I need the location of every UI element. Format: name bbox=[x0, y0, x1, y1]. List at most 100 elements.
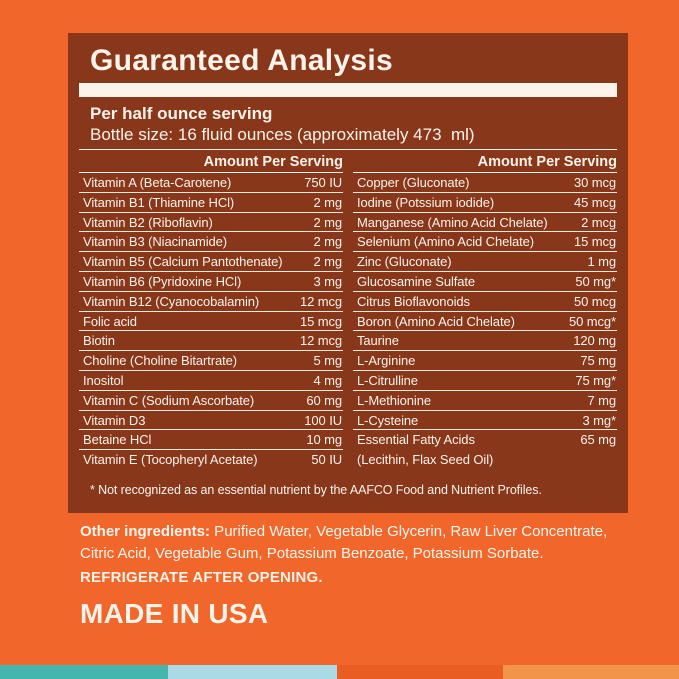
nutrient-row: Vitamin B2 (Riboflavin) 2 mg bbox=[79, 213, 343, 233]
nutrient-row: Vitamin B5 (Calcium Pantothenate) 2 mg bbox=[79, 252, 343, 272]
nutrient-name: Vitamin B5 (Calcium Pantothenate) bbox=[83, 254, 283, 270]
other-ingredients: Other ingredients: Purified Water, Veget… bbox=[80, 521, 610, 565]
nutrient-name: Vitamin B1 (Thiamine HCl) bbox=[83, 194, 235, 210]
nutrient-name: L-Cysteine bbox=[357, 412, 419, 428]
nutrient-name: Vitamin B3 (Niacinamide) bbox=[83, 234, 228, 250]
nutrient-row: L-Citrulline 75 mg* bbox=[353, 371, 617, 391]
nutrient-row: Vitamin D3 100 IU bbox=[79, 411, 343, 431]
nutrient-rows-right: Copper (Gluconate) 30 mcg Iodine (Potssium… bbox=[353, 173, 617, 470]
nutrient-row: Copper (Gluconate) 30 mcg bbox=[353, 173, 617, 193]
nutrient-rows-left: Vitamin A (Beta-Carotene) 750 IU Vitamin B… bbox=[79, 173, 343, 470]
nutrient-row: Folic acid 15 mcg bbox=[79, 312, 343, 332]
nutrient-name: Zinc (Gluconate) bbox=[357, 254, 452, 270]
nutrient-row: Vitamin E (Tocopheryl Acetate) 50 IU bbox=[79, 450, 343, 470]
nutrient-amount: 75 mg bbox=[580, 353, 616, 369]
nutrient-name: Inositol bbox=[83, 372, 124, 388]
nutrient-row: Vitamin B1 (Thiamine HCl) 2 mg bbox=[79, 193, 343, 213]
other-ingredients-label: Other ingredients: bbox=[80, 523, 211, 540]
nutrient-amount: 15 mcg bbox=[573, 234, 616, 250]
nutrient-name: Iodine (Potssium iodide) bbox=[357, 194, 495, 210]
nutrient-name: L-Arginine bbox=[357, 353, 416, 369]
strip-segment-teal bbox=[0, 665, 168, 679]
nutrient-row: Manganese (Amino Acid Chelate) 2 mcg bbox=[353, 213, 617, 233]
nutrient-name: Glucosamine Sulfate bbox=[357, 273, 476, 289]
nutrient-column-right: Amount Per Serving Copper (Gluconate) 30 … bbox=[353, 150, 617, 470]
nutrient-name: Boron (Amino Acid Chelate) bbox=[357, 313, 515, 329]
strip-segment-light-blue bbox=[168, 665, 337, 679]
nutrient-amount: 100 IU bbox=[304, 412, 342, 428]
serving-size-line: Per half ounce serving bbox=[90, 104, 273, 123]
nutrient-row: Vitamin C (Sodium Ascorbate) 60 mg bbox=[79, 391, 343, 411]
nutrient-name: Copper (Gluconate) bbox=[357, 175, 470, 190]
nutrient-amount: 2 mg bbox=[313, 214, 342, 230]
nutrient-row: Inositol 4 mg bbox=[79, 371, 343, 391]
nutrient-name: Vitamin B12 (Cyanocobalamin) bbox=[83, 293, 260, 309]
nutrient-amount: 1 mg bbox=[587, 254, 616, 270]
nutrient-amount: 5 mg bbox=[313, 353, 342, 369]
amount-per-serving-header: Amount Per Serving bbox=[79, 150, 343, 173]
nutrient-amount: 15 mcg bbox=[299, 313, 342, 329]
strip-segment-orange bbox=[337, 665, 503, 679]
nutrient-amount: 2 mcg bbox=[581, 214, 616, 230]
nutrient-amount: 2 mg bbox=[313, 254, 342, 270]
nutrient-name: L-Methionine bbox=[357, 392, 431, 408]
nutrient-amount: 75 mg* bbox=[575, 372, 616, 388]
divider-bar bbox=[79, 83, 617, 97]
nutrient-amount: 2 mg bbox=[313, 234, 342, 250]
nutrient-name: Taurine bbox=[357, 333, 399, 349]
nutrient-name: Citrus Bioflavonoids bbox=[357, 293, 470, 309]
refrigerate-notice: REFRIGERATE AFTER OPENING. bbox=[80, 569, 323, 586]
nutrient-name: Manganese (Amino Acid Chelate) bbox=[357, 214, 548, 230]
nutrient-row: Vitamin B3 (Niacinamide) 2 mg bbox=[79, 232, 343, 253]
nutrient-name: Essential Fatty Acids (Lecithin, Flax See… bbox=[357, 432, 494, 468]
nutrient-name: Folic acid bbox=[83, 313, 137, 329]
amount-per-serving-header: Amount Per Serving bbox=[353, 150, 617, 173]
nutrient-column-left: Amount Per Serving Vitamin A (Beta-Carot… bbox=[79, 150, 343, 470]
nutrient-name: Choline (Choline Bitartrate) bbox=[83, 353, 237, 369]
nutrient-row: Zinc (Gluconate) 1 mg bbox=[353, 252, 617, 272]
nutrient-amount: 65 mg bbox=[580, 432, 616, 448]
nutrient-amount: 7 mg bbox=[587, 392, 616, 408]
nutrient-amount: 750 IU bbox=[304, 175, 342, 190]
bottle-size-line: Bottle size: 16 fluid ounces (approximat… bbox=[90, 125, 475, 144]
panel-title: Guaranteed Analysis bbox=[90, 44, 394, 77]
nutrient-amount: 50 mg* bbox=[575, 273, 616, 289]
nutrient-row: Selenium (Amino Acid Chelate) 15 mcg bbox=[353, 232, 617, 253]
nutrient-name: Biotin bbox=[83, 333, 115, 349]
nutrient-amount: 3 mg bbox=[313, 273, 342, 289]
nutrient-name: Vitamin B2 (Riboflavin) bbox=[83, 214, 213, 230]
nutrient-row: Vitamin B6 (Pyridoxine HCl) 3 mg bbox=[79, 272, 343, 292]
nutrient-amount: 12 mcg bbox=[299, 293, 342, 309]
nutrient-row: Vitamin A (Beta-Carotene) 750 IU bbox=[79, 173, 343, 193]
nutrient-amount: 60 mg bbox=[306, 392, 342, 408]
nutrient-name: L-Citrulline bbox=[357, 372, 418, 388]
nutrient-row: Iodine (Potssium iodide) 45 mcg bbox=[353, 193, 617, 213]
nutrient-name: Vitamin D3 bbox=[83, 412, 146, 428]
nutrient-name: Vitamin E (Tocopheryl Acetate) bbox=[83, 452, 258, 468]
nutrient-row: Taurine 120 mg bbox=[353, 331, 617, 352]
nutrient-amount: 30 mcg bbox=[573, 175, 616, 190]
nutrient-amount: 120 mg bbox=[573, 333, 616, 349]
nutrient-row: Boron (Amino Acid Chelate) 50 mcg* bbox=[353, 312, 617, 332]
nutrient-name: Selenium (Amino Acid Chelate) bbox=[357, 234, 535, 250]
strip-segment-light-orange bbox=[503, 665, 679, 679]
made-in-usa: MADE IN USA bbox=[80, 598, 269, 629]
nutrient-name: Vitamin C (Sodium Ascorbate) bbox=[83, 392, 255, 408]
bottom-color-strip bbox=[0, 665, 679, 679]
nutrient-table: Amount Per Serving Vitamin A (Beta-Carot… bbox=[79, 149, 617, 470]
nutrient-row: Choline (Choline Bitartrate) 5 mg bbox=[79, 351, 343, 371]
nutrient-amount: 10 mg bbox=[306, 432, 342, 448]
nutrient-name: Vitamin A (Beta-Carotene) bbox=[83, 175, 232, 190]
nutrient-row: Biotin 12 mcg bbox=[79, 331, 343, 352]
nutrient-row: Vitamin B12 (Cyanocobalamin) 12 mcg bbox=[79, 292, 343, 312]
nutrient-row: L-Methionine 7 mg bbox=[353, 391, 617, 411]
guaranteed-analysis-panel: Guaranteed Analysis Per half ounce servi… bbox=[68, 33, 628, 513]
nutrient-amount: 2 mg bbox=[313, 194, 342, 210]
nutrient-amount: 50 mcg* bbox=[569, 313, 616, 329]
aafco-footnote: * Not recognized as an essential nutrien… bbox=[90, 482, 542, 497]
nutrient-row: Betaine HCl 10 mg bbox=[79, 430, 343, 451]
other-ingredients-text: Purified Water, Vegetable Glycerin, Raw … bbox=[80, 523, 608, 562]
nutrient-row: Essential Fatty Acids (Lecithin, Flax See… bbox=[353, 430, 617, 470]
nutrient-amount: 4 mg bbox=[313, 372, 342, 388]
